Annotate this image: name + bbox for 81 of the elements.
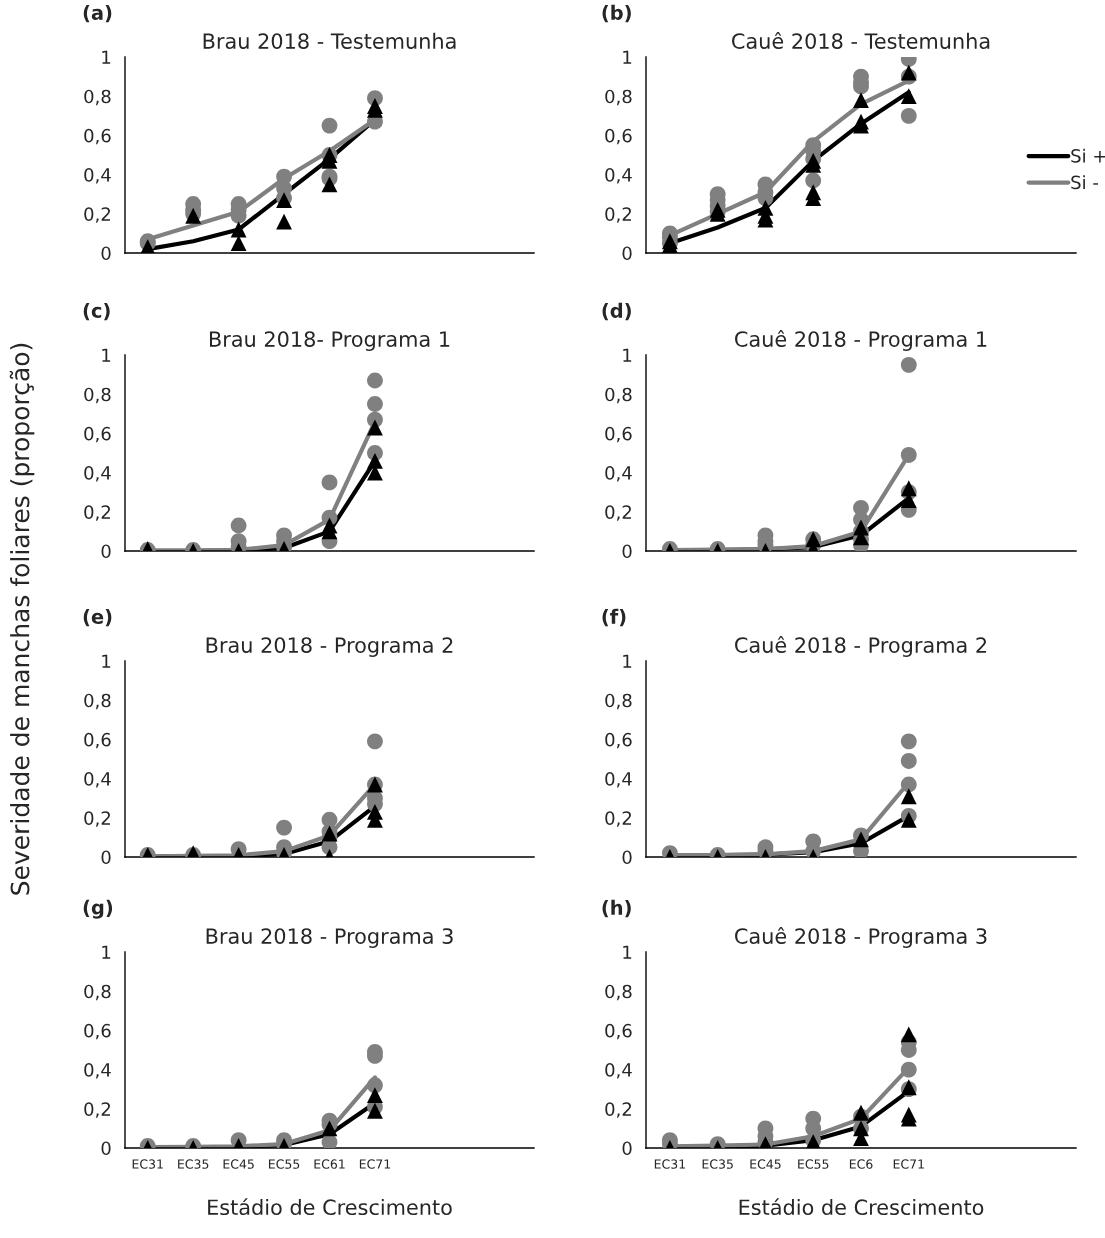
y-tick-label: 0,8 xyxy=(605,984,632,1001)
y-tick-label: 0,6 xyxy=(84,732,111,749)
text: (h) xyxy=(602,899,631,918)
text: (b) xyxy=(602,4,631,23)
y-tick-label: 0,2 xyxy=(605,1102,631,1118)
x-tick-label: EC71 xyxy=(893,1159,924,1169)
x-tick-label: EC31 xyxy=(132,1159,163,1169)
x-tick-label: EC6 xyxy=(849,1159,873,1169)
y-tick-label: 0,2 xyxy=(84,811,110,827)
text: (a) xyxy=(83,4,112,23)
chart-title: Cauê 2018 - Programa 3 xyxy=(735,927,987,948)
text: (g) xyxy=(83,899,113,919)
y-tick-label: 0,8 xyxy=(605,693,632,710)
x-tick-label: EC61 xyxy=(314,1159,345,1169)
y-tick-label: 0,8 xyxy=(84,387,111,404)
y-tick-label: 1 xyxy=(623,654,632,668)
x-axis-title: Estádio de Crescimento xyxy=(739,1198,984,1216)
text: (c) xyxy=(83,302,110,321)
y-tick-label: 0,4 xyxy=(605,1063,632,1079)
y-tick-label: 0,2 xyxy=(605,505,631,521)
y-tick-label: 0,4 xyxy=(605,168,632,184)
y-tick-label: 0,2 xyxy=(84,505,110,521)
x-tick-label: EC45 xyxy=(750,1159,781,1169)
chart-title: Cauê 2018 - Programa 2 xyxy=(735,636,987,657)
y-tick-label: 0,4 xyxy=(84,1063,111,1079)
x-tick-label: EC55 xyxy=(269,1159,300,1169)
y-tick-label: 1 xyxy=(623,348,632,362)
y-tick-label: 0,8 xyxy=(84,89,111,106)
y-tick-label: 1 xyxy=(102,945,111,959)
y-tick-label: 0,6 xyxy=(605,732,632,749)
y-tick-label: 0,6 xyxy=(84,1023,111,1040)
legend-label: Si - xyxy=(1071,175,1098,190)
y-tick-label: 0,2 xyxy=(605,207,631,223)
y-tick-label: 0,2 xyxy=(84,207,110,223)
x-tick-label: EC71 xyxy=(359,1159,391,1169)
y-axis-title: Severidade de manchas foliares (proporção) xyxy=(9,343,35,895)
y-tick-label: 0,4 xyxy=(605,772,632,788)
y-tick-label: 1 xyxy=(623,945,632,959)
y-tick-label: 0,4 xyxy=(84,466,111,482)
y-tick-label: 0,6 xyxy=(84,128,111,145)
y-tick-label: 0,8 xyxy=(84,693,111,710)
chart-title: Brau 2018 - Programa 3 xyxy=(206,928,453,948)
y-tick-label: 0,4 xyxy=(84,772,111,788)
text: (f) xyxy=(602,608,626,627)
y-tick-label: 0,4 xyxy=(605,466,632,482)
y-tick-label: 0,6 xyxy=(84,426,111,443)
y-tick-label: 0 xyxy=(622,850,632,865)
y-tick-label: 0,4 xyxy=(84,168,111,184)
y-tick-label: 0 xyxy=(622,1141,632,1156)
y-tick-label: 0,8 xyxy=(605,89,632,106)
y-tick-label: 0 xyxy=(622,544,632,559)
y-tick-label: 0,8 xyxy=(84,984,111,1001)
text: (e) xyxy=(83,608,112,627)
x-tick-label: EC35 xyxy=(178,1159,209,1169)
x-tick-label: EC55 xyxy=(798,1159,829,1169)
chart-title: Brau 2018 - Programa 2 xyxy=(206,637,453,657)
y-tick-label: 0,6 xyxy=(605,1023,632,1040)
y-tick-label: 0,6 xyxy=(605,426,632,443)
y-tick-label: 0 xyxy=(101,246,111,261)
y-tick-label: 1 xyxy=(102,348,111,362)
y-tick-label: 0,6 xyxy=(605,128,632,145)
y-tick-label: 0,8 xyxy=(605,387,632,404)
legend-label: Si + xyxy=(1071,148,1105,163)
x-tick-label: EC31 xyxy=(654,1159,685,1169)
x-axis-title: Estádio de Crescimento xyxy=(208,1198,452,1216)
y-tick-label: 1 xyxy=(102,654,111,668)
y-tick-label: 0,2 xyxy=(605,811,631,827)
y-tick-label: 0 xyxy=(101,544,111,559)
chart-title: Cauê 2018 - Programa 1 xyxy=(735,330,987,351)
y-tick-label: 1 xyxy=(102,50,111,64)
y-tick-label: 1 xyxy=(623,50,632,64)
text: (d) xyxy=(602,302,631,321)
y-tick-label: 0 xyxy=(101,1141,111,1156)
chart-title: Brau 2018- Programa 1 xyxy=(209,331,450,351)
x-tick-label: EC35 xyxy=(702,1159,733,1169)
x-tick-label: EC45 xyxy=(223,1159,254,1169)
chart-title: Brau 2018 - Testemunha xyxy=(203,32,456,49)
y-tick-label: 0,2 xyxy=(84,1102,110,1118)
y-tick-label: 0 xyxy=(101,850,111,865)
chart-title: Cauê 2018 - Testemunha xyxy=(732,32,990,49)
y-tick-label: 0 xyxy=(622,246,632,261)
